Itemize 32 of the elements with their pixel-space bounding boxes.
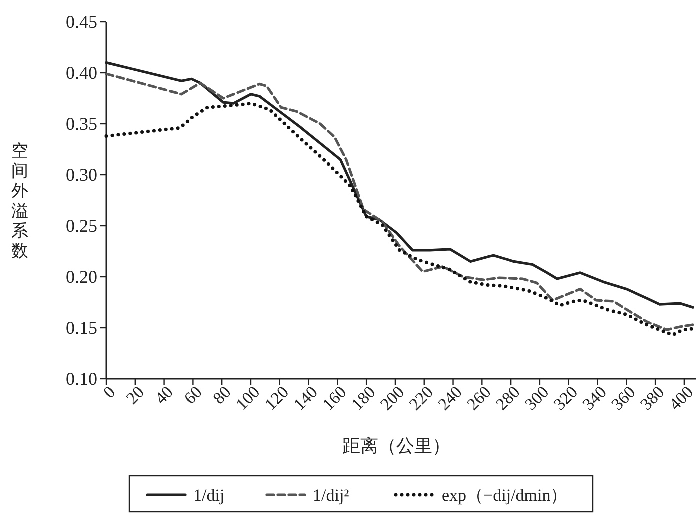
x-tick-label: 120 <box>261 382 293 414</box>
x-tick-label: 40 <box>152 382 178 408</box>
y-tick-label: 0.45 <box>66 12 98 32</box>
y-tick-label: 0.25 <box>66 216 98 236</box>
x-tick-label: 320 <box>550 382 582 414</box>
x-tick-label: 60 <box>180 382 206 408</box>
y-tick-label: 0.30 <box>66 165 98 185</box>
x-tick-label: 100 <box>232 382 264 414</box>
legend-label: exp（−dij/dmin） <box>442 486 568 505</box>
legend-label: 1/dij <box>194 486 225 505</box>
y-tick-label: 0.15 <box>66 318 98 338</box>
y-axis-title: 空间外溢系数 <box>12 142 28 260</box>
x-tick-label: 280 <box>492 382 524 414</box>
x-tick-label: 400 <box>666 382 696 414</box>
x-axis-title: 距离（公里） <box>342 436 450 456</box>
x-tick-label: 200 <box>376 382 408 414</box>
legend-label: 1/dij² <box>313 486 350 505</box>
x-tick-label: 80 <box>209 382 235 408</box>
x-tick-label: 340 <box>579 382 610 414</box>
x-tick-label: 180 <box>348 382 380 414</box>
y-tick-label: 0.35 <box>66 114 98 134</box>
y-tick-label: 0.40 <box>66 63 98 83</box>
x-tick-label: 300 <box>521 382 553 414</box>
x-tick-label: 240 <box>434 382 466 414</box>
y-tick-label: 0.10 <box>66 369 98 389</box>
x-tick-label: 20 <box>122 382 148 408</box>
x-tick-label: 360 <box>608 382 640 414</box>
x-tick-label: 380 <box>636 382 668 414</box>
x-tick-label: 0 <box>100 382 120 402</box>
y-tick-label: 0.20 <box>66 267 98 287</box>
x-tick-label: 220 <box>406 382 438 414</box>
x-tick-label: 260 <box>463 382 495 414</box>
